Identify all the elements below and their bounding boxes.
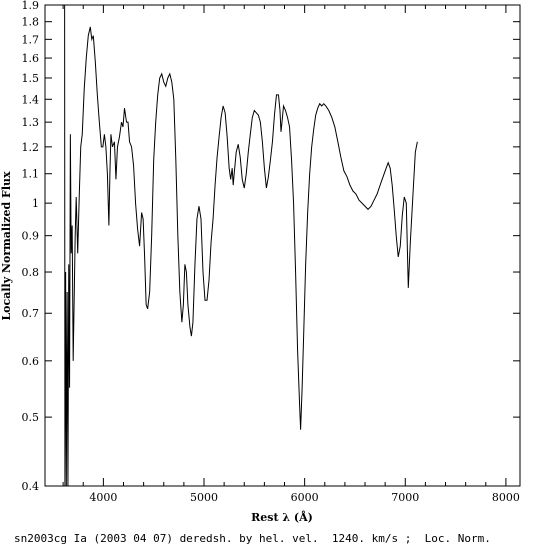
y-tick-label: 0.9 [22, 230, 40, 243]
y-tick-label: 1.7 [22, 33, 40, 46]
y-tick-label: 0.5 [22, 411, 40, 424]
flux-series-line [64, 4, 418, 487]
y-tick-label: 1.3 [22, 116, 40, 129]
y-tick-label: 1.9 [22, 0, 40, 12]
y-tick-label: 1.5 [22, 72, 40, 85]
y-axis-title: Locally Normalized Flux [0, 171, 13, 321]
y-tick-label: 1.8 [22, 16, 40, 29]
y-tick-label: 0.8 [22, 266, 40, 279]
x-axis: 4000 5000 6000 7000 8000 [62, 5, 520, 504]
x-axis-title: Rest λ (Å) [251, 510, 313, 524]
y-tick-label: 1 [32, 197, 39, 210]
x-tick-label: 7000 [391, 491, 419, 504]
y-tick-label: 0.7 [22, 307, 40, 320]
x-tick-label: 8000 [492, 491, 520, 504]
x-tick-label: 5000 [190, 491, 218, 504]
y-tick-label: 1.6 [22, 52, 40, 65]
y-axis: 0.4 0.5 0.6 0.7 0.8 0.9 1 1.1 1.2 1.3 1.4 1.5 1.6 1.7… [22, 0, 520, 493]
y-tick-label: 1.1 [22, 168, 40, 181]
plot-frame [44, 4, 521, 487]
y-tick-label: 1.4 [22, 93, 40, 106]
y-tick-label: 0.4 [22, 480, 40, 493]
x-tick-label: 6000 [291, 491, 319, 504]
y-tick-label: 0.6 [22, 355, 40, 368]
chart-caption: sn2003cg Ia (2003 04 07) deredsh. by hel… [14, 532, 491, 545]
x-tick-label: 4000 [89, 491, 117, 504]
y-tick-label: 1.2 [22, 141, 40, 154]
